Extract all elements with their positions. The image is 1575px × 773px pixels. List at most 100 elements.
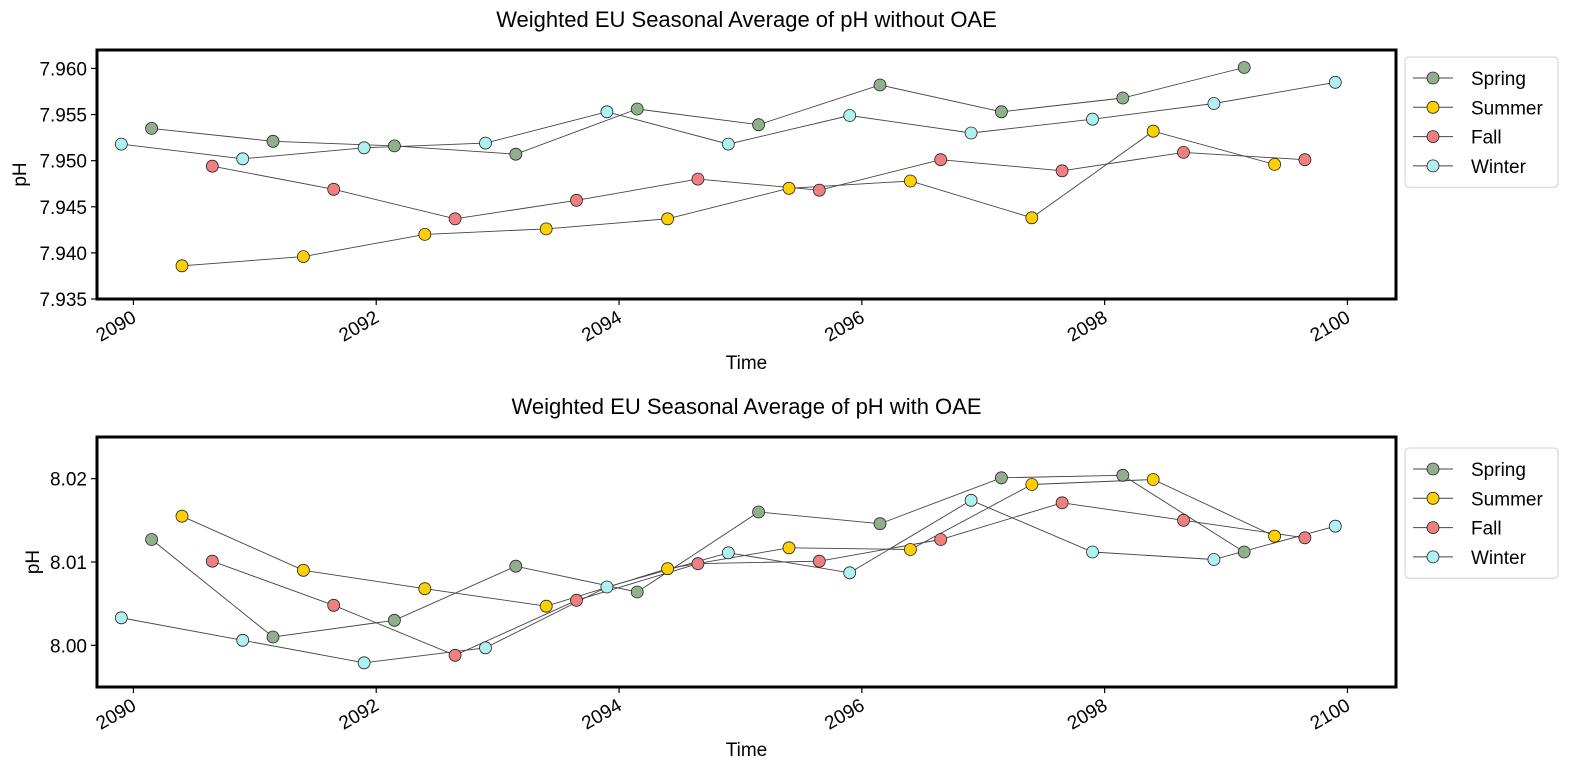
y-tick-label: 7.940 <box>39 244 87 265</box>
legend-label-spring: Spring <box>1471 69 1526 90</box>
y-tick-label: 8.01 <box>50 553 87 574</box>
x-tick-label: 2090 <box>93 695 140 734</box>
x-tick-label: 2096 <box>821 307 868 346</box>
y-axis-label: pH <box>10 162 31 186</box>
data-point-spring <box>1116 468 1130 482</box>
data-point-winter <box>721 546 735 560</box>
data-point-fall <box>570 193 583 207</box>
data-point-fall <box>691 172 705 186</box>
data-point-winter <box>236 633 250 647</box>
data-point-winter <box>600 105 614 119</box>
data-point-fall <box>1298 153 1312 167</box>
x-tick-label: 2096 <box>821 695 868 734</box>
data-point-fall <box>1055 496 1069 510</box>
x-tick-label: 2094 <box>578 307 625 347</box>
data-point-summer <box>418 227 432 241</box>
data-point-summer <box>1146 124 1160 138</box>
data-point-spring <box>266 630 280 644</box>
y-tick-label: 7.935 <box>39 290 87 311</box>
data-point-winter <box>721 137 735 151</box>
data-point-winter <box>600 580 614 594</box>
legend-marker-spring <box>1426 71 1440 85</box>
data-point-fall <box>205 159 219 173</box>
data-point-summer <box>1146 473 1160 486</box>
data-point-winter <box>357 141 371 155</box>
chart-title: Weighted EU Seasonal Average of pH with … <box>511 394 981 419</box>
data-point-winter <box>1207 97 1221 110</box>
series-line-spring <box>151 474 1245 638</box>
data-point-summer <box>782 181 796 195</box>
data-point-spring <box>873 517 887 531</box>
data-point-fall <box>1298 531 1312 545</box>
data-point-fall <box>934 153 948 167</box>
data-point-winter <box>1086 545 1099 559</box>
data-point-winter <box>843 566 857 580</box>
data-point-winter <box>1086 112 1099 126</box>
data-point-fall <box>812 183 826 197</box>
legend-label-fall: Fall <box>1471 128 1502 149</box>
y-tick-label: 8.02 <box>50 470 87 491</box>
data-point-fall <box>205 554 219 568</box>
x-tick-label: 2100 <box>1307 307 1354 346</box>
x-tick-label: 2094 <box>578 695 625 735</box>
data-point-winter <box>964 126 978 140</box>
data-point-summer <box>1025 211 1039 225</box>
legend-label-winter: Winter <box>1471 157 1527 178</box>
series-line-spring <box>151 67 1245 155</box>
data-point-winter <box>964 493 978 507</box>
data-point-summer <box>539 222 553 236</box>
data-point-summer <box>418 582 432 596</box>
x-tick-label: 2092 <box>336 695 383 734</box>
legend-label-summer: Summer <box>1471 489 1543 510</box>
legend: Spring Summer Fall Winter <box>1404 56 1559 188</box>
data-point-fall <box>327 598 341 612</box>
x-tick-label: 2100 <box>1307 695 1354 734</box>
data-point-summer <box>175 259 189 273</box>
data-point-winter <box>114 611 128 625</box>
y-tick-label: 7.945 <box>39 198 87 219</box>
legend-label-summer: Summer <box>1471 98 1543 119</box>
data-point-winter <box>1328 519 1342 533</box>
chart-title: Weighted EU Seasonal Average of pH witho… <box>496 7 997 32</box>
data-point-spring <box>630 585 644 599</box>
data-point-summer <box>1268 157 1281 171</box>
chart-2: Weighted EU Seasonal Average of pH with … <box>23 394 1559 761</box>
data-point-spring <box>266 134 280 148</box>
data-point-spring <box>630 102 644 116</box>
data-point-fall <box>1055 164 1069 178</box>
x-axis-label: Time <box>726 740 768 761</box>
legend-marker-summer <box>1426 100 1440 114</box>
data-point-winter <box>843 109 857 122</box>
data-point-summer <box>904 174 917 188</box>
data-point-spring <box>752 118 765 132</box>
data-point-winter <box>357 656 371 670</box>
series-line-summer <box>181 479 1275 607</box>
data-point-fall <box>812 554 826 568</box>
legend-marker-spring <box>1426 462 1440 476</box>
data-point-summer <box>175 509 189 523</box>
chart-1: Weighted EU Seasonal Average of pH witho… <box>10 7 1559 374</box>
legend-label-winter: Winter <box>1471 548 1527 569</box>
data-point-winter <box>1207 553 1221 566</box>
data-point-fall <box>448 212 462 226</box>
data-point-winter <box>479 641 492 655</box>
data-point-winter <box>479 136 492 150</box>
data-point-winter <box>114 137 128 151</box>
legend: Spring Summer Fall Winter <box>1404 447 1559 579</box>
data-point-spring <box>1237 61 1251 74</box>
data-point-spring <box>387 139 401 153</box>
data-point-fall <box>327 182 341 196</box>
data-point-spring <box>509 147 523 161</box>
data-point-fall <box>448 648 462 662</box>
series-line-summer <box>181 130 1275 267</box>
y-tick-label: 7.950 <box>39 152 87 173</box>
x-tick-label: 2092 <box>336 307 383 346</box>
y-tick-label: 7.960 <box>39 59 87 80</box>
data-point-spring <box>752 505 765 519</box>
legend-marker-summer <box>1426 491 1440 505</box>
data-point-summer <box>296 563 310 577</box>
legend-label-fall: Fall <box>1471 519 1502 540</box>
data-point-summer <box>1025 478 1039 491</box>
data-point-summer <box>539 599 553 613</box>
